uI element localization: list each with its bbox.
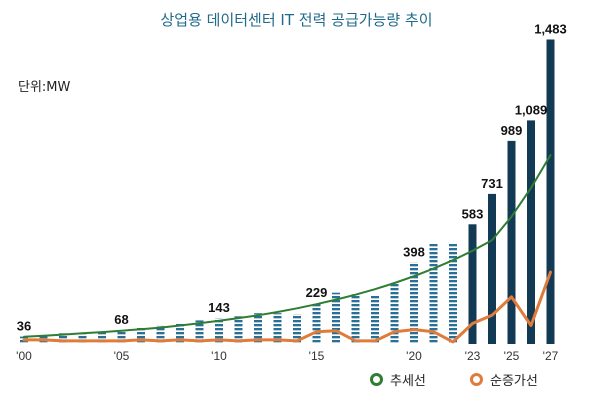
x-tick-label: '15	[309, 349, 325, 363]
bar-group	[20, 39, 555, 345]
x-tick-label: '00	[16, 349, 32, 363]
legend-item-net: 순증가선	[470, 370, 538, 389]
legend-net-label: 순증가선	[490, 374, 538, 389]
data-label-group: 36 68 143 229 398 583 731 989 1,089 1,483	[17, 22, 567, 334]
legend-trend-label: 추세선	[390, 374, 426, 389]
bar-05	[117, 330, 126, 344]
bar-04	[98, 332, 106, 344]
legend-item-trend: 추세선	[370, 370, 426, 389]
bar-23	[468, 224, 477, 344]
bar-26	[527, 120, 535, 345]
bar-16	[332, 292, 340, 344]
bar-25	[507, 140, 516, 344]
data-label: 731	[481, 176, 503, 191]
bar-18	[371, 295, 379, 344]
bar-10	[215, 318, 223, 344]
data-label: 398	[403, 244, 425, 259]
x-tick-label: '23	[465, 349, 481, 363]
bar-13	[273, 313, 282, 344]
bar-06	[137, 327, 145, 344]
data-label: 1,089	[515, 102, 548, 117]
data-label: 989	[501, 123, 523, 138]
unit-label: 단위:MW	[18, 80, 71, 95]
bar-15	[312, 302, 321, 344]
bar-08	[176, 323, 184, 344]
bar-20	[410, 262, 418, 344]
legend-trend-marker-icon	[370, 373, 383, 386]
bar-17	[351, 294, 360, 344]
data-label: 143	[208, 300, 230, 315]
trend-line	[23, 154, 552, 338]
bar-02	[59, 333, 67, 344]
bar-19	[390, 282, 399, 344]
bar-21	[429, 243, 438, 344]
data-label: 583	[462, 206, 484, 221]
bar-12	[254, 313, 262, 344]
data-label: 36	[17, 319, 31, 334]
x-tick-label: '25	[504, 349, 520, 363]
bar-11	[234, 316, 243, 344]
bar-03	[78, 332, 87, 344]
data-label: 1,483	[534, 22, 567, 37]
x-tick-label: '27	[543, 349, 559, 363]
bar-27	[546, 39, 555, 344]
bar-09	[195, 320, 204, 344]
x-tick-group: '00 '05 '10 '15 '20 '23 '25 '27	[16, 349, 558, 363]
net-line	[22, 270, 552, 344]
data-label: 229	[306, 285, 328, 300]
chart-title: 상업용 데이터센터 IT 전력 공급가능량 추이	[160, 11, 433, 29]
line-group	[22, 154, 552, 344]
x-tick-label: '20	[406, 349, 422, 363]
bar-24	[488, 193, 496, 344]
x-tick-label: '05	[114, 349, 130, 363]
x-tick-label: '10	[211, 349, 227, 363]
bar-22	[449, 243, 457, 344]
legend-net-marker-icon	[470, 373, 483, 386]
bar-07	[156, 325, 165, 344]
data-label: 68	[114, 312, 128, 327]
bar-14	[293, 314, 301, 344]
